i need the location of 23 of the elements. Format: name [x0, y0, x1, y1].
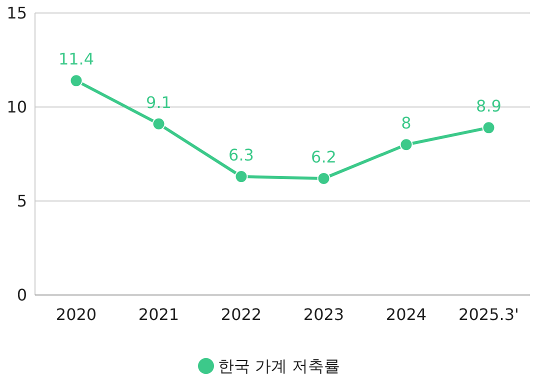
y-tick-label: 10: [6, 98, 27, 117]
point: [70, 74, 83, 88]
y-tick-label: 5: [16, 192, 27, 211]
data-label: 8.9: [476, 96, 502, 116]
point: [400, 138, 413, 152]
x-tick-label: 2023: [303, 305, 344, 324]
point: [482, 121, 496, 134]
point: [152, 117, 166, 130]
data-label: 11.4: [58, 50, 94, 69]
data-label: 8: [401, 114, 412, 133]
y-tick-label: 0: [16, 286, 27, 305]
data-label: 6.2: [311, 147, 336, 166]
legend-label: 한국 가계 저축률: [218, 356, 340, 376]
data-label: 9.1: [146, 92, 172, 112]
point: [234, 170, 248, 184]
y-tick-label: 15: [6, 4, 27, 23]
x-tick-label: 2022: [220, 305, 262, 324]
point: [317, 172, 330, 185]
x-tick-label: 2021: [138, 305, 180, 324]
x-tick-label: 2025.3': [458, 305, 519, 324]
x-tick-label: 2020: [56, 305, 97, 324]
x-tick-label: 2024: [386, 305, 427, 324]
data-label: 6.3: [228, 146, 254, 165]
